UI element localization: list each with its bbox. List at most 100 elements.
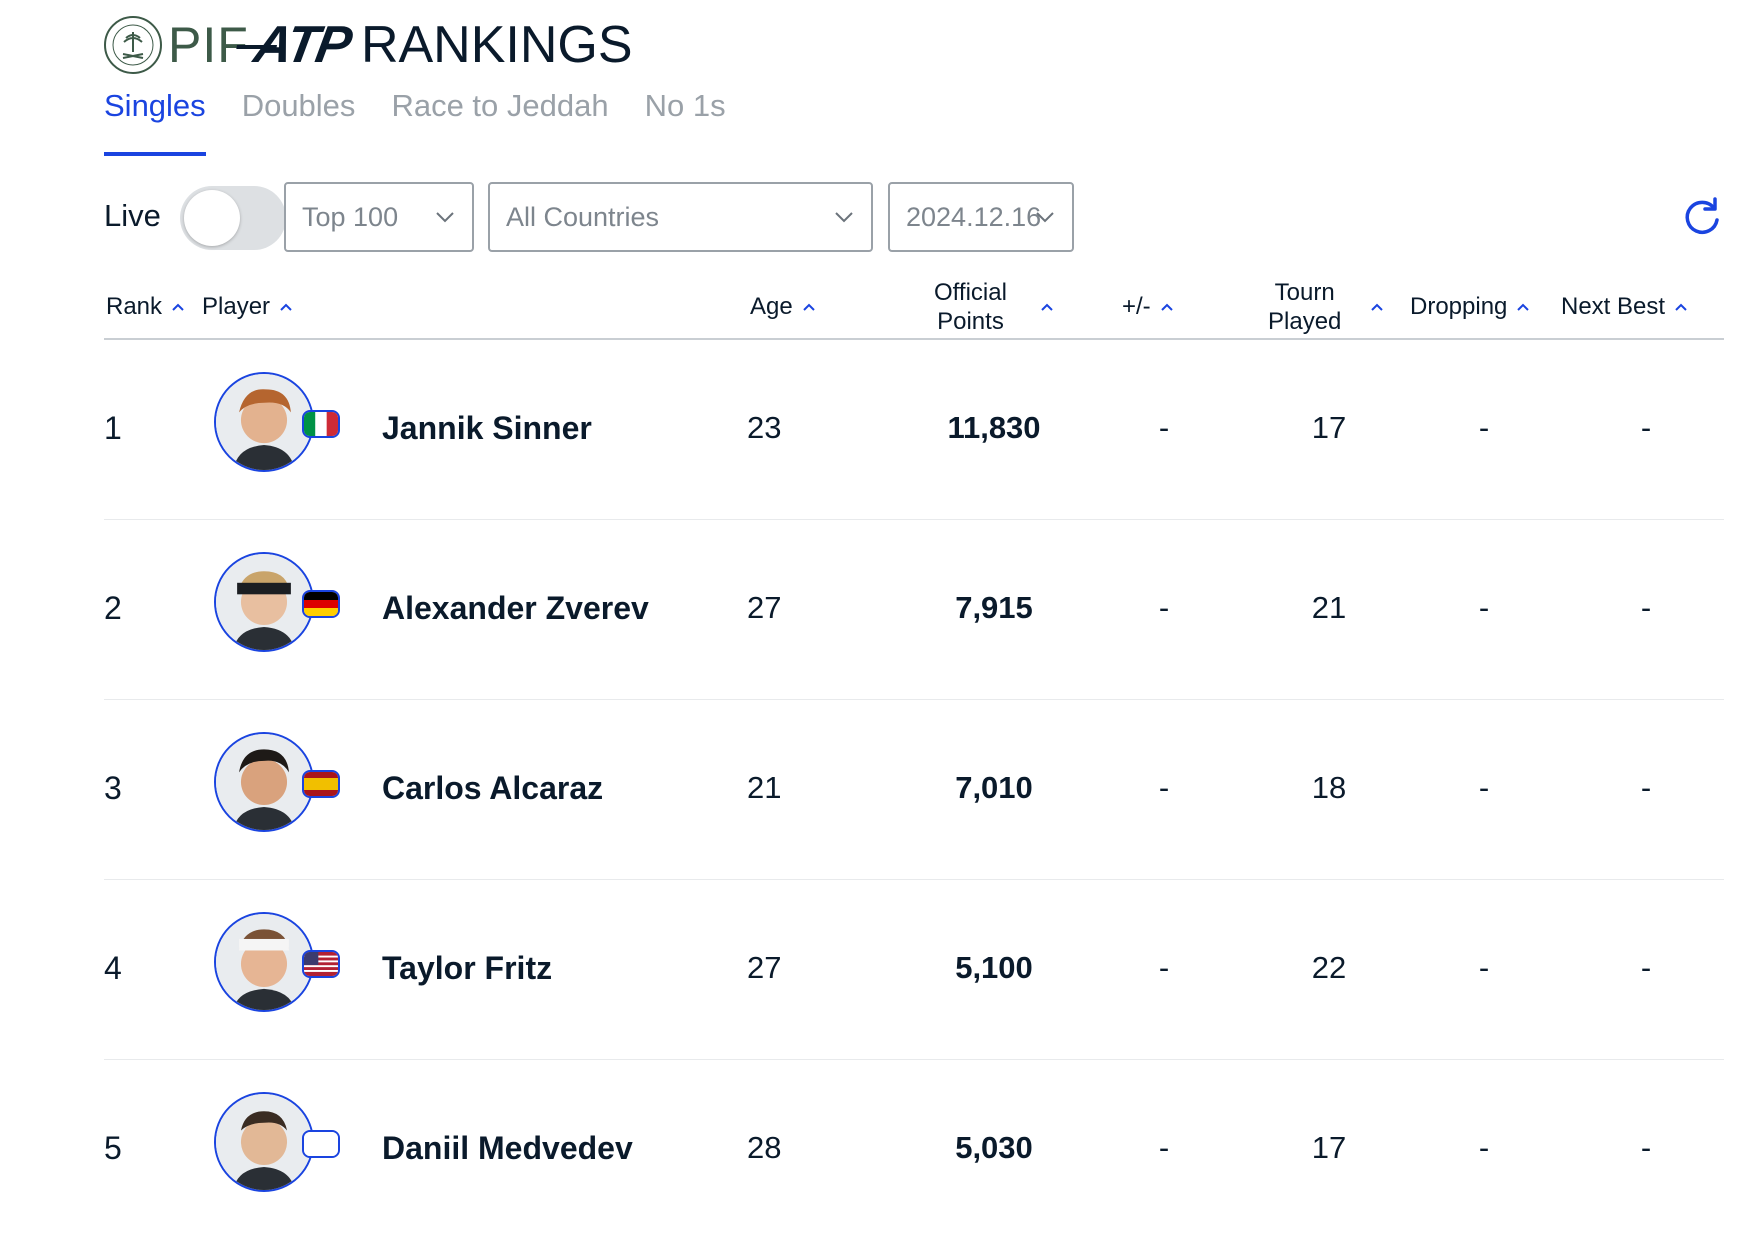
rankings-table-body: 1 Jannik Sinner 23 11,830 - 17 - - 2 Ale… [104,340,1724,1239]
tab-singles[interactable]: Singles [104,88,206,156]
next-best-cell: - [1640,1130,1652,1165]
table-row[interactable]: 5 Daniil Medvedev 28 5,030 - 17 - - [104,1060,1724,1239]
sort-caret-icon [280,303,292,311]
column-plus-minus[interactable]: +/- [1122,292,1175,321]
range-select[interactable]: Top 100 [284,182,474,252]
age-cell: 23 [747,410,782,445]
sort-caret-icon [1371,303,1384,311]
points-cell: 5,100 [955,950,1033,985]
chevron-down-icon [835,212,853,223]
table-row[interactable]: 3 Carlos Alcaraz 21 7,010 - 18 - - [104,700,1724,880]
rank-cell: 4 [104,950,122,986]
tourn-played-cell: 22 [1311,950,1347,985]
ranking-tabs: Singles Doubles Race to Jeddah No 1s [104,88,762,156]
table-header: Rank Player Age Official Points +/- Tourn… [104,278,1724,340]
tourn-header-line1: Tourn [1274,279,1335,306]
age-cell: 27 [747,590,782,625]
points-header-line1: Official [934,279,1007,306]
column-player[interactable]: Player [202,292,294,321]
country-select-value: All Countries [506,202,660,232]
rank-cell: 1 [104,410,122,446]
column-tourn-played[interactable]: Tourn Played [1268,278,1385,336]
tourn-header-line2: Played [1268,308,1342,335]
dropping-cell: - [1478,590,1490,625]
points-cell: 7,915 [955,590,1033,625]
next-best-cell: - [1640,590,1652,625]
player-name-link[interactable]: Daniil Medvedev [382,1130,633,1166]
next-best-cell: - [1640,950,1652,985]
rankings-header: PIF ATP RANKINGS [104,10,633,80]
tourn-played-cell: 21 [1311,590,1347,625]
column-rank[interactable]: Rank [106,292,186,321]
next-best-cell: - [1640,410,1652,445]
refresh-icon[interactable] [1680,194,1724,238]
country-select[interactable]: All Countries [488,182,873,252]
tab-race-to-jeddah[interactable]: Race to Jeddah [391,88,609,123]
germany-flag-icon [302,590,340,618]
rank-cell: 3 [104,770,122,806]
player-avatar[interactable] [214,1092,314,1192]
points-cell: 5,030 [955,1130,1033,1165]
dropping-cell: - [1478,1130,1490,1165]
dropping-cell: - [1478,770,1490,805]
player-name-link[interactable]: Taylor Fritz [382,950,553,986]
tourn-played-cell: 17 [1311,1130,1347,1165]
dropping-cell: - [1478,410,1490,445]
rank-cell: 2 [104,590,122,626]
italy-flag-icon [302,410,340,438]
age-cell: 27 [747,950,782,985]
player-name-link[interactable]: Alexander Zverev [382,590,649,626]
column-official-points[interactable]: Official Points [934,278,1055,336]
player-avatar[interactable] [214,372,314,472]
column-age[interactable]: Age [750,292,817,321]
player-avatar[interactable] [214,552,314,652]
usa-flag-icon [302,950,340,978]
sort-caret-icon [172,303,184,311]
filter-bar: Live Top 100 All Countries 2024.12.16 [104,182,1724,254]
player-avatar[interactable] [214,732,314,832]
points-cell: 7,010 [955,770,1033,805]
column-next-best[interactable]: Next Best [1561,292,1689,321]
sort-caret-icon [1517,303,1530,311]
next-best-cell: - [1640,770,1652,805]
sort-caret-icon [1675,303,1687,311]
points-cell: 11,830 [947,410,1041,445]
blank-flag-icon [302,1130,340,1158]
tab-doubles[interactable]: Doubles [241,88,356,123]
tourn-played-cell: 18 [1311,770,1347,805]
column-dropping[interactable]: Dropping [1410,292,1531,321]
date-select-value: 2024.12.16 [906,202,1042,232]
player-avatar[interactable] [214,912,314,1012]
range-select-value: Top 100 [302,202,399,232]
live-toggle[interactable] [180,186,286,250]
sort-caret-icon [802,303,815,311]
age-cell: 28 [747,1130,782,1165]
pif-seal-icon [104,16,162,74]
plus-minus-cell: - [1158,770,1170,805]
rank-cell: 5 [104,1130,122,1166]
date-select[interactable]: 2024.12.16 [888,182,1074,252]
dropping-cell: - [1478,950,1490,985]
chevron-down-icon [1036,212,1054,223]
page-title: RANKINGS [360,16,633,74]
pif-logo-text: PIF [168,17,249,73]
plus-minus-cell: - [1158,950,1170,985]
tourn-played-cell: 17 [1311,410,1347,445]
plus-minus-cell: - [1158,1130,1170,1165]
tab-no-1s[interactable]: No 1s [644,88,726,123]
plus-minus-cell: - [1158,590,1170,625]
points-header-line2: Points [937,308,1004,335]
age-cell: 21 [747,770,782,805]
sort-caret-icon [1160,303,1173,311]
table-row[interactable]: 2 Alexander Zverev 27 7,915 - 21 - - [104,520,1724,700]
player-name-link[interactable]: Jannik Sinner [382,410,592,446]
plus-minus-cell: - [1158,410,1170,445]
chevron-down-icon [436,212,454,223]
player-name-link[interactable]: Carlos Alcaraz [382,770,604,806]
table-row[interactable]: 1 Jannik Sinner 23 11,830 - 17 - - [104,340,1724,520]
live-label: Live [104,198,161,233]
sort-caret-icon [1041,303,1053,311]
table-row[interactable]: 4 Taylor Fritz 27 5,100 - 22 - - [104,880,1724,1060]
toggle-knob [184,190,240,246]
spain-flag-icon [302,770,340,798]
